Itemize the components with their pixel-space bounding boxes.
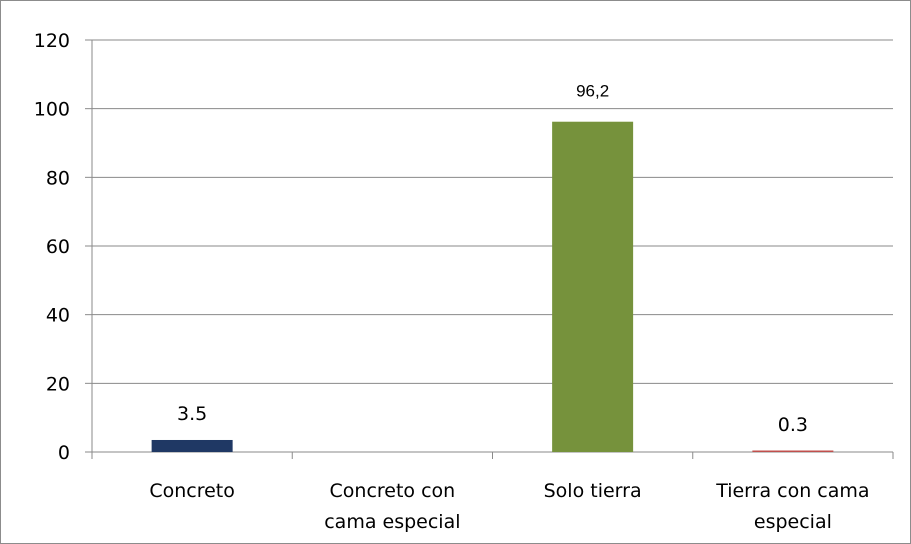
- axes: [91, 40, 894, 459]
- data-label: 0.3: [778, 414, 808, 436]
- gridlines: [92, 39, 893, 384]
- data-label: 3.5: [177, 403, 207, 425]
- y-tick-label: 80: [46, 167, 70, 189]
- y-tick-label: 100: [34, 99, 70, 121]
- category-label: Concreto: [149, 480, 235, 502]
- y-axis-ticks: 0 20 40 60 80 100 120: [34, 30, 92, 464]
- x-axis-categories: Concreto Concreto con cama especial Solo ti…: [149, 480, 869, 533]
- category-label: Concreto con: [330, 480, 456, 502]
- y-tick-label: 40: [46, 305, 70, 327]
- bar: [151, 439, 233, 452]
- data-label: 96,2: [576, 82, 609, 101]
- y-tick-label: 60: [46, 236, 70, 258]
- category-label: cama especial: [324, 511, 460, 533]
- data-labels: 3.5 96,2 0.3: [177, 82, 808, 436]
- y-tick-label: 0: [58, 442, 70, 464]
- category-label: Solo tierra: [544, 480, 642, 502]
- y-tick-label: 120: [34, 30, 70, 52]
- bar: [552, 121, 634, 453]
- y-tick-label: 20: [46, 373, 70, 395]
- bars: [151, 121, 834, 453]
- category-label: especial: [754, 511, 832, 533]
- category-label: Tierra con cama: [715, 480, 869, 502]
- bar: [752, 450, 834, 452]
